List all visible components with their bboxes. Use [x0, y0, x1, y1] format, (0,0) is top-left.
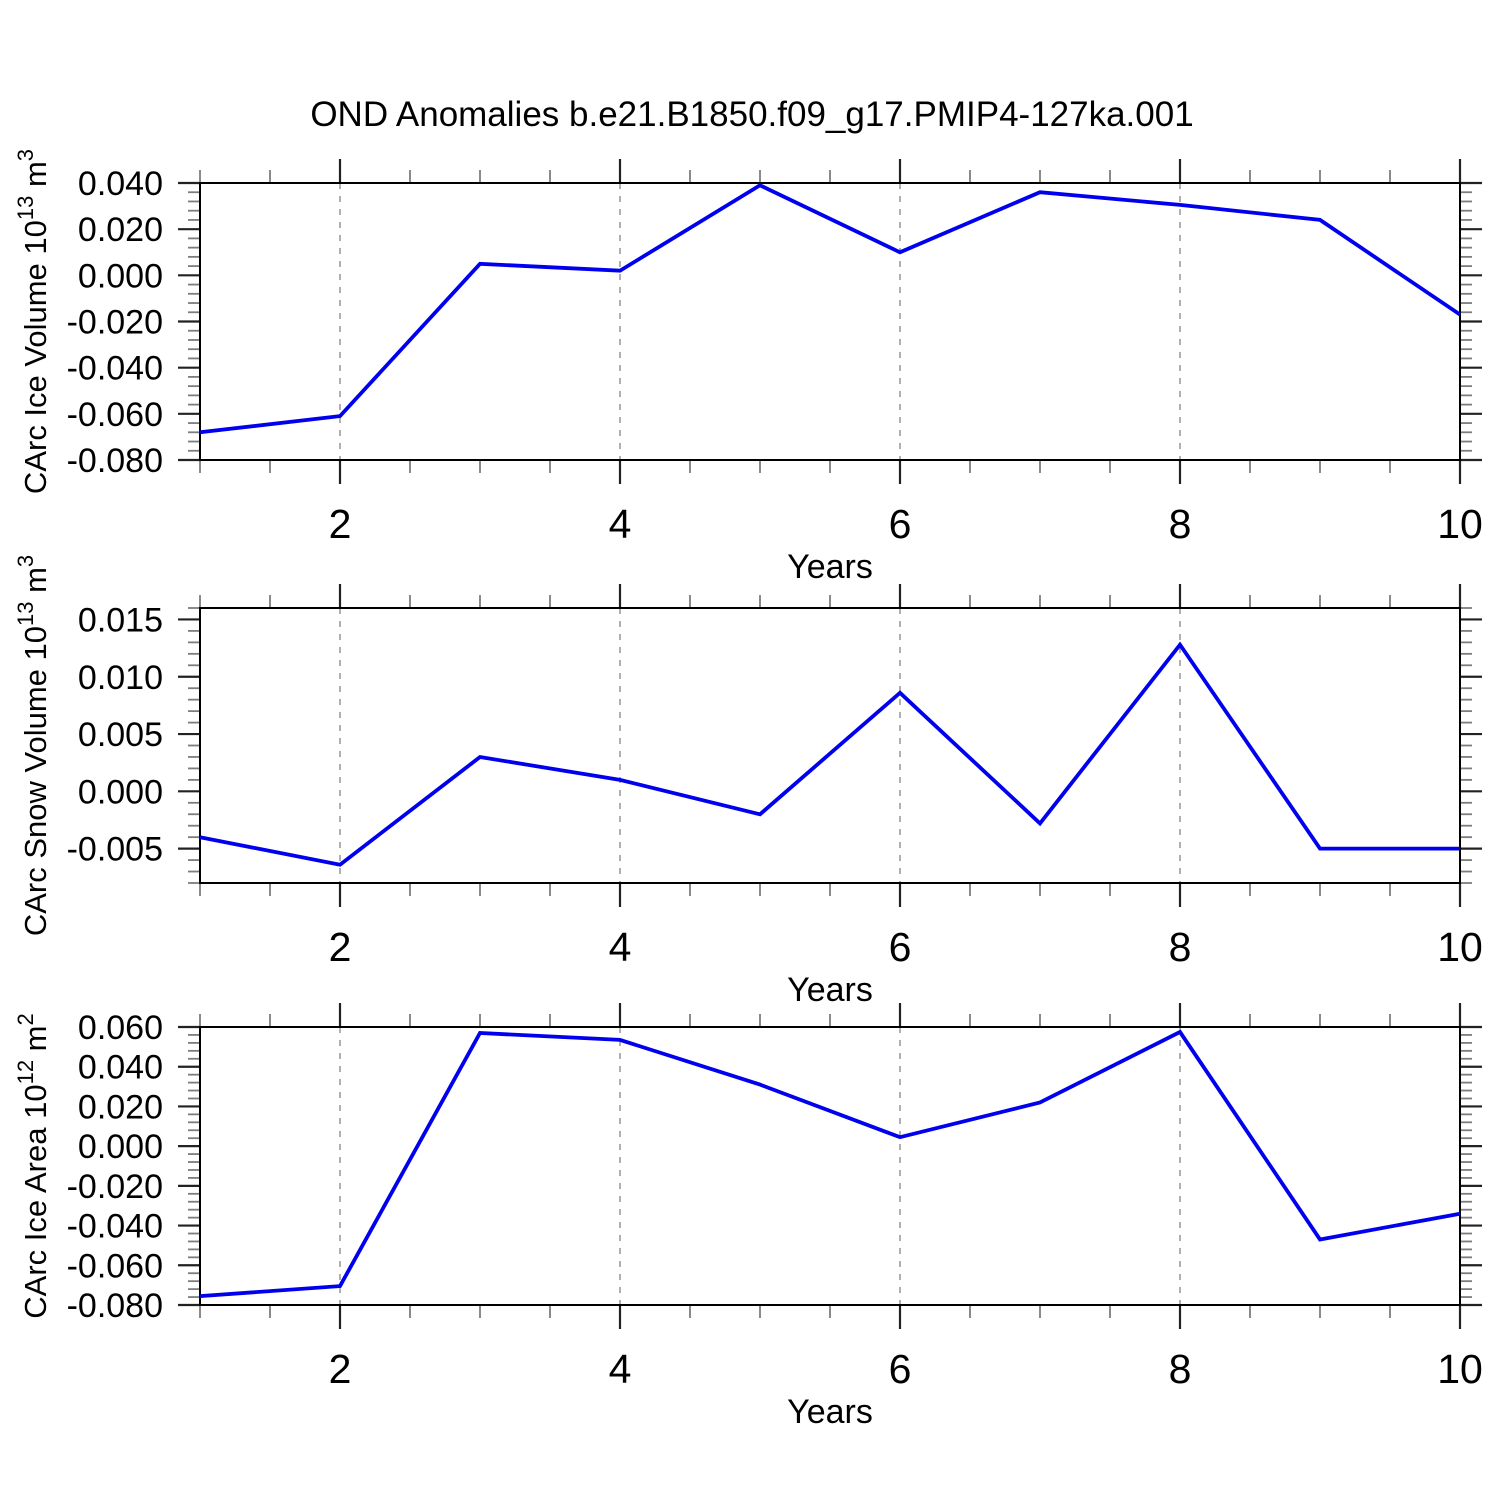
- y-tick-label: -0.005: [67, 831, 163, 869]
- x-tick-label: 4: [609, 924, 632, 970]
- panel-carc-ice-volume: 0.040 0.020 0.000 -0.020 -0.040 -0.060 -0.080 2…: [13, 149, 1483, 586]
- x-tick-label: 6: [889, 1346, 912, 1392]
- y-axis-title: CArc Snow Volume 1013 m3: [13, 555, 53, 936]
- x-axis-title: Years: [787, 548, 873, 586]
- x-tick-label: 4: [609, 1346, 632, 1392]
- y-axis-title: CArc Ice Area 1012 m2: [13, 1013, 53, 1319]
- y-axis-title-superscript: 3: [13, 149, 38, 161]
- y-tick-label: -0.080: [67, 442, 163, 480]
- y-axis-title-text: CArc Ice Area 10: [18, 1084, 53, 1318]
- y-tick-label: 0.040: [78, 1049, 163, 1087]
- y-tick-label: -0.040: [67, 1208, 163, 1246]
- y-axis-title-text: m: [18, 161, 53, 195]
- plot-frame: [199, 607, 1461, 884]
- x-tick-label: 2: [329, 924, 352, 970]
- y-tick-label: 0.010: [78, 659, 163, 697]
- x-tick-label: 8: [1169, 924, 1192, 970]
- y-tick-label: -0.060: [67, 1247, 163, 1285]
- y-tick-label: 0.000: [78, 773, 163, 811]
- y-axis-title: CArc Ice Volume 1013 m3: [13, 149, 53, 494]
- y-axis-title-text: m: [18, 1025, 53, 1059]
- y-tick-label: 0.040: [78, 165, 163, 203]
- y-tick-label: 0.000: [78, 257, 163, 295]
- series-line: [199, 183, 1462, 435]
- panel-carc-ice-area: 0.0600.0400.0200.000-0.020-0.040-0.060-0…: [13, 1003, 1483, 1431]
- x-tick-label: 10: [1437, 1346, 1483, 1392]
- x-tick-label: 8: [1169, 501, 1192, 547]
- y-axis-title-superscript: 12: [13, 1060, 38, 1084]
- y-tick-label: 0.020: [78, 211, 163, 249]
- series-line: [199, 1029, 1461, 1298]
- y-tick-label: 0.020: [78, 1088, 163, 1126]
- y-tick-label: -0.060: [67, 396, 163, 434]
- y-tick-label: -0.040: [67, 350, 163, 388]
- y-axis-title-text: CArc Ice Volume 10: [18, 220, 53, 494]
- x-tick-label: 2: [329, 501, 352, 547]
- series-line: [199, 641, 1460, 867]
- y-tick-label: -0.020: [67, 1168, 163, 1206]
- x-tick-label: 10: [1437, 924, 1483, 970]
- x-tick-label: 6: [889, 501, 912, 547]
- y-tick-label: 0.060: [78, 1009, 163, 1047]
- x-tick-label: 8: [1169, 1346, 1192, 1392]
- y-tick-label: -0.080: [67, 1287, 163, 1325]
- y-axis-title-superscript: 13: [13, 196, 38, 220]
- x-axis-title: Years: [787, 971, 873, 1009]
- x-tick-label: 6: [889, 924, 912, 970]
- y-axis-title-superscript: 13: [13, 602, 38, 626]
- y-axis-title-text: CArc Snow Volume 10: [18, 626, 53, 936]
- x-tick-label: 10: [1437, 501, 1483, 547]
- y-axis-title-superscript: 3: [13, 555, 38, 567]
- panel-carc-snow-volume: 0.015 0.010 0.005 0.000 -0.005 2 4 6 8 10 Years CAr…: [13, 555, 1483, 1009]
- y-tick-label: -0.020: [67, 304, 163, 342]
- x-tick-label: 4: [609, 501, 632, 547]
- y-tick-label: 0.005: [78, 716, 163, 754]
- panels-root: 0.0400.0200.000-0.020-0.040-0.060-0.0802…: [13, 149, 1483, 1431]
- y-axis-title-superscript: 2: [13, 1013, 38, 1025]
- plot-frame: [199, 1026, 1461, 1306]
- x-tick-label: 2: [329, 1346, 352, 1392]
- x-axis-title: Years: [787, 1393, 873, 1431]
- plot-frame: [199, 182, 1461, 461]
- y-tick-label: 0.015: [78, 601, 163, 639]
- y-tick-label: 0.000: [78, 1128, 163, 1166]
- y-axis-title-text: m: [18, 567, 53, 601]
- figure-title: OND Anomalies b.e21.B1850.f09_g17.PMIP4-…: [310, 95, 1193, 134]
